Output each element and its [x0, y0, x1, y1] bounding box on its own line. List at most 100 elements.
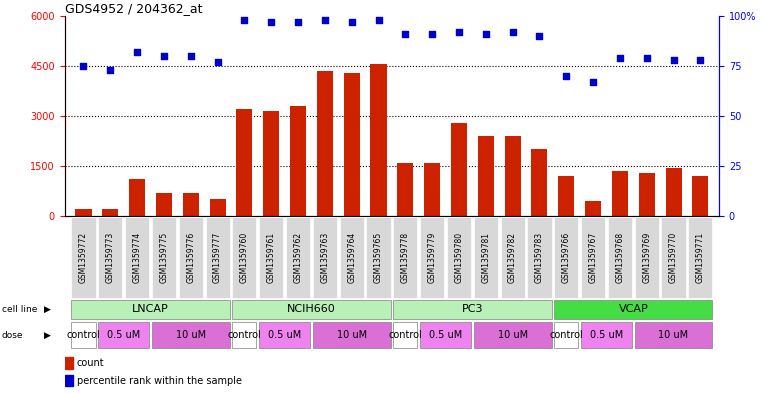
- Bar: [554, 300, 712, 319]
- Text: ▶: ▶: [44, 331, 51, 340]
- Text: cell line: cell line: [2, 305, 37, 314]
- Point: [533, 33, 546, 39]
- Text: 0.5 uM: 0.5 uM: [590, 330, 623, 340]
- Bar: [693, 176, 708, 216]
- Text: GSM1359775: GSM1359775: [159, 232, 168, 283]
- Text: GSM1359760: GSM1359760: [240, 232, 249, 283]
- Text: GSM1359770: GSM1359770: [669, 232, 678, 283]
- Text: count: count: [77, 358, 104, 368]
- Point: [345, 18, 358, 25]
- Bar: [317, 71, 333, 216]
- Text: ▶: ▶: [44, 305, 51, 314]
- Point: [453, 29, 465, 35]
- Point: [614, 55, 626, 61]
- Text: control: control: [228, 330, 261, 340]
- Bar: [424, 163, 440, 216]
- Point: [158, 53, 170, 59]
- Bar: [232, 322, 256, 348]
- Point: [479, 31, 492, 37]
- Bar: [447, 217, 471, 298]
- Bar: [666, 168, 682, 216]
- Text: 0.5 uM: 0.5 uM: [429, 330, 462, 340]
- Text: GSM1359774: GSM1359774: [132, 232, 142, 283]
- Bar: [397, 163, 413, 216]
- Bar: [102, 209, 118, 216]
- Bar: [98, 217, 123, 298]
- Bar: [367, 217, 390, 298]
- Bar: [554, 217, 578, 298]
- Bar: [393, 217, 417, 298]
- Bar: [260, 217, 283, 298]
- Text: LNCAP: LNCAP: [132, 305, 169, 314]
- Text: GSM1359764: GSM1359764: [347, 232, 356, 283]
- Text: GSM1359776: GSM1359776: [186, 232, 196, 283]
- Text: GSM1359780: GSM1359780: [454, 232, 463, 283]
- Bar: [393, 300, 552, 319]
- Text: GSM1359763: GSM1359763: [320, 232, 330, 283]
- Bar: [98, 322, 149, 348]
- Point: [185, 53, 197, 59]
- Point: [641, 55, 653, 61]
- Text: NCIH660: NCIH660: [287, 305, 336, 314]
- Text: GSM1359768: GSM1359768: [616, 232, 625, 283]
- Point: [131, 49, 143, 55]
- Bar: [501, 217, 524, 298]
- Bar: [371, 64, 387, 216]
- Bar: [608, 217, 632, 298]
- Point: [507, 29, 519, 35]
- Bar: [420, 322, 471, 348]
- Bar: [688, 217, 712, 298]
- Text: GSM1359778: GSM1359778: [401, 232, 410, 283]
- Text: GSM1359773: GSM1359773: [106, 232, 115, 283]
- Bar: [339, 217, 364, 298]
- Bar: [474, 322, 552, 348]
- Point: [104, 67, 116, 73]
- Text: 0.5 uM: 0.5 uM: [268, 330, 301, 340]
- Bar: [125, 217, 149, 298]
- Point: [265, 18, 277, 25]
- Text: control: control: [549, 330, 583, 340]
- Text: GSM1359769: GSM1359769: [642, 232, 651, 283]
- Point: [694, 57, 706, 63]
- Text: GDS4952 / 204362_at: GDS4952 / 204362_at: [65, 2, 202, 15]
- Text: GSM1359779: GSM1359779: [428, 232, 437, 283]
- Text: 10 uM: 10 uM: [336, 330, 367, 340]
- Point: [426, 31, 438, 37]
- Bar: [72, 217, 96, 298]
- Text: GSM1359761: GSM1359761: [266, 232, 275, 283]
- Point: [667, 57, 680, 63]
- Bar: [527, 217, 552, 298]
- Bar: [232, 300, 390, 319]
- Bar: [75, 209, 91, 216]
- Point: [587, 79, 599, 85]
- Bar: [72, 300, 230, 319]
- Text: dose: dose: [2, 331, 23, 340]
- Bar: [152, 217, 176, 298]
- Bar: [635, 322, 712, 348]
- Text: GSM1359772: GSM1359772: [79, 232, 88, 283]
- Bar: [612, 171, 628, 216]
- Bar: [505, 136, 521, 216]
- Bar: [156, 193, 172, 216]
- Bar: [129, 179, 145, 216]
- Bar: [65, 375, 73, 386]
- Bar: [531, 149, 547, 216]
- Point: [319, 17, 331, 23]
- Text: 0.5 uM: 0.5 uM: [107, 330, 140, 340]
- Point: [560, 73, 572, 79]
- Bar: [209, 200, 225, 216]
- Bar: [72, 322, 96, 348]
- Point: [78, 62, 90, 69]
- Bar: [232, 217, 256, 298]
- Bar: [585, 201, 601, 216]
- Text: GSM1359767: GSM1359767: [588, 232, 597, 283]
- Bar: [152, 322, 230, 348]
- Text: PC3: PC3: [462, 305, 483, 314]
- Bar: [420, 217, 444, 298]
- Bar: [581, 322, 632, 348]
- Bar: [635, 217, 659, 298]
- Text: control: control: [66, 330, 100, 340]
- Text: GSM1359765: GSM1359765: [374, 232, 383, 283]
- Bar: [260, 322, 310, 348]
- Bar: [286, 217, 310, 298]
